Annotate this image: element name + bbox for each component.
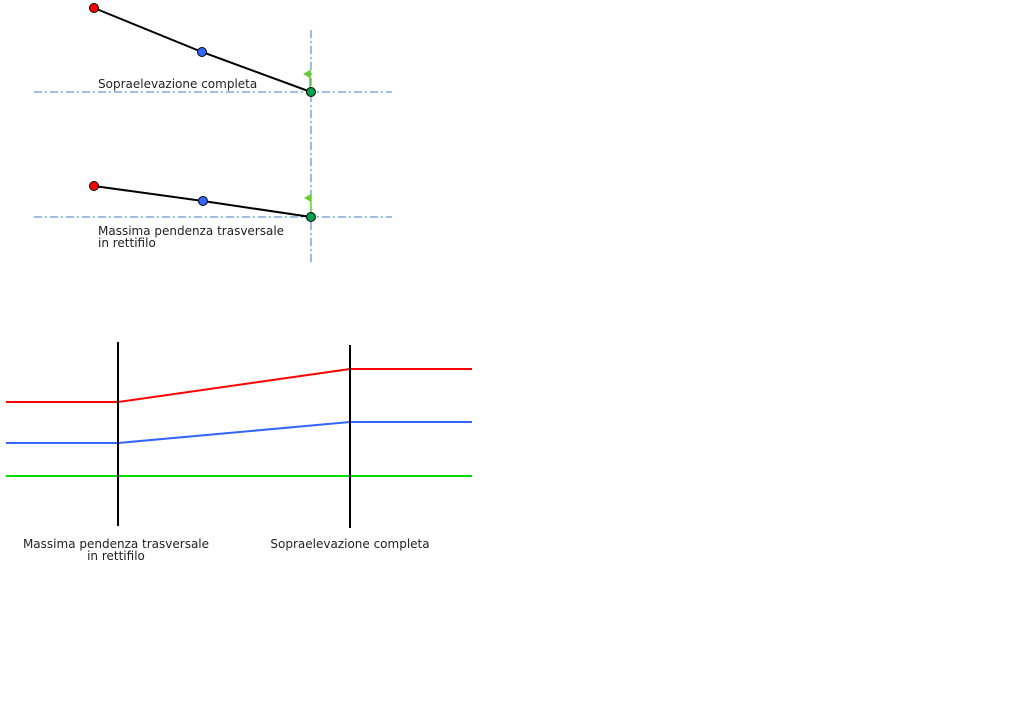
axis-lines	[34, 30, 392, 262]
outer-edge-point	[89, 181, 99, 191]
section-label-line-1: Massima pendenza trasversale	[98, 224, 284, 238]
section-label-line-2: in rettifilo	[98, 236, 156, 250]
middle-point	[197, 47, 207, 57]
middle-line	[6, 421, 472, 444]
section-full-superelevation: Sopraelevazione completa	[89, 3, 316, 97]
marker-label-line-2: in rettifilo	[87, 549, 145, 563]
middle-point	[198, 196, 208, 206]
section-max-crossfall: Massima pendenza trasversale in rettifil…	[89, 181, 316, 250]
flag-icon	[304, 194, 312, 215]
pivot-point	[306, 87, 316, 97]
flag-icon	[303, 70, 311, 90]
marker-label: Sopraelevazione completa	[270, 537, 429, 551]
outer-edge-point	[89, 3, 99, 13]
section-label: Sopraelevazione completa	[98, 77, 257, 91]
pivot-point	[306, 212, 316, 222]
longitudinal-profile: Massima pendenza trasversale in rettifil…	[6, 342, 472, 563]
outer-edge-line	[6, 368, 472, 403]
marker-label-line-1: Massima pendenza trasversale	[23, 537, 209, 551]
